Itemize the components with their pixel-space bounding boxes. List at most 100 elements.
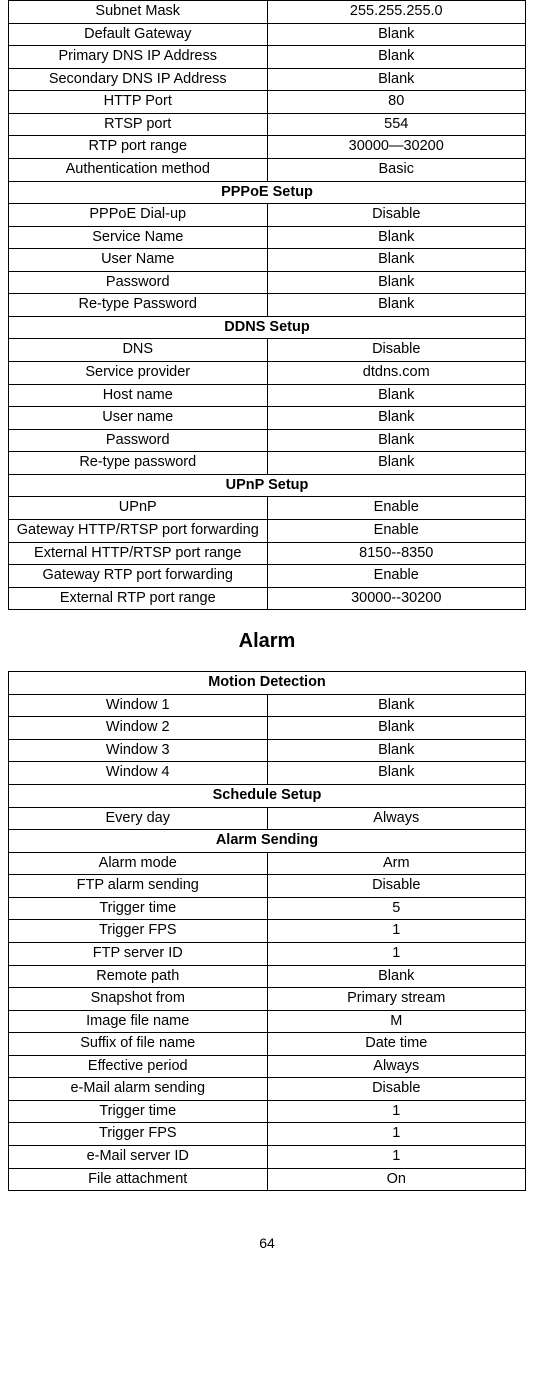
setting-label: PPPoE Dial-up bbox=[9, 204, 268, 227]
setting-value: Enable bbox=[267, 497, 526, 520]
table-row: User nameBlank bbox=[9, 407, 526, 430]
setting-value: Disable bbox=[267, 875, 526, 898]
setting-label: DNS bbox=[9, 339, 268, 362]
setting-label: Re-type Password bbox=[9, 294, 268, 317]
table-row: Remote pathBlank bbox=[9, 965, 526, 988]
table-row: PasswordBlank bbox=[9, 271, 526, 294]
setting-value: Blank bbox=[267, 452, 526, 475]
setting-label: Host name bbox=[9, 384, 268, 407]
table-row: HTTP Port80 bbox=[9, 91, 526, 114]
table-row: External HTTP/RTSP port range8150--8350 bbox=[9, 542, 526, 565]
setting-value: Disable bbox=[267, 1078, 526, 1101]
setting-label: FTP alarm sending bbox=[9, 875, 268, 898]
page-number: 64 bbox=[8, 1235, 526, 1251]
setting-value: Blank bbox=[267, 965, 526, 988]
setting-value: Blank bbox=[267, 384, 526, 407]
setting-value: Basic bbox=[267, 158, 526, 181]
setting-label: e-Mail server ID bbox=[9, 1146, 268, 1169]
table-row: RTP port range30000—30200 bbox=[9, 136, 526, 159]
sending-header: Alarm Sending bbox=[9, 830, 526, 853]
setting-label: Default Gateway bbox=[9, 23, 268, 46]
setting-label: File attachment bbox=[9, 1168, 268, 1191]
setting-value: Blank bbox=[267, 226, 526, 249]
setting-value: Blank bbox=[267, 739, 526, 762]
table-row: Snapshot fromPrimary stream bbox=[9, 988, 526, 1011]
setting-label: Window 2 bbox=[9, 717, 268, 740]
setting-value: 1 bbox=[267, 1123, 526, 1146]
setting-label: Subnet Mask bbox=[9, 1, 268, 24]
table-row: Image file nameM bbox=[9, 1010, 526, 1033]
table-row: Re-type PasswordBlank bbox=[9, 294, 526, 317]
motion-header: Motion Detection bbox=[9, 672, 526, 695]
table-row: Host nameBlank bbox=[9, 384, 526, 407]
table-row: External RTP port range30000--30200 bbox=[9, 587, 526, 610]
network-settings-table: Subnet Mask255.255.255.0Default GatewayB… bbox=[8, 0, 526, 610]
basic-rows: Subnet Mask255.255.255.0Default GatewayB… bbox=[9, 1, 526, 182]
setting-value: dtdns.com bbox=[267, 362, 526, 385]
pppoe-rows: PPPoE Dial-upDisableService NameBlankUse… bbox=[9, 204, 526, 317]
table-row: e-Mail alarm sendingDisable bbox=[9, 1078, 526, 1101]
motion-rows: Window 1BlankWindow 2BlankWindow 3BlankW… bbox=[9, 694, 526, 784]
setting-label: Suffix of file name bbox=[9, 1033, 268, 1056]
setting-label: External HTTP/RTSP port range bbox=[9, 542, 268, 565]
setting-label: Window 1 bbox=[9, 694, 268, 717]
setting-value: 1 bbox=[267, 1146, 526, 1169]
setting-label: Window 4 bbox=[9, 762, 268, 785]
setting-value: 554 bbox=[267, 113, 526, 136]
setting-label: Gateway HTTP/RTSP port forwarding bbox=[9, 519, 268, 542]
table-row: Gateway HTTP/RTSP port forwardingEnable bbox=[9, 519, 526, 542]
setting-label: Effective period bbox=[9, 1055, 268, 1078]
setting-label: Every day bbox=[9, 807, 268, 830]
setting-value: 5 bbox=[267, 897, 526, 920]
setting-label: RTP port range bbox=[9, 136, 268, 159]
table-row: Primary DNS IP AddressBlank bbox=[9, 46, 526, 69]
ddns-rows: DNSDisableService providerdtdns.comHost … bbox=[9, 339, 526, 474]
table-row: Default GatewayBlank bbox=[9, 23, 526, 46]
table-row: Suffix of file nameDate time bbox=[9, 1033, 526, 1056]
schedule-header: Schedule Setup bbox=[9, 785, 526, 808]
table-row: Service providerdtdns.com bbox=[9, 362, 526, 385]
table-row: Window 4Blank bbox=[9, 762, 526, 785]
setting-value: Disable bbox=[267, 339, 526, 362]
setting-value: Blank bbox=[267, 68, 526, 91]
setting-value: Blank bbox=[267, 271, 526, 294]
setting-value: Blank bbox=[267, 294, 526, 317]
setting-label: RTSP port bbox=[9, 113, 268, 136]
table-row: DNSDisable bbox=[9, 339, 526, 362]
setting-value: Blank bbox=[267, 249, 526, 272]
setting-value: Blank bbox=[267, 46, 526, 69]
setting-label: Secondary DNS IP Address bbox=[9, 68, 268, 91]
table-row: File attachmentOn bbox=[9, 1168, 526, 1191]
table-row: Effective periodAlways bbox=[9, 1055, 526, 1078]
setting-label: External RTP port range bbox=[9, 587, 268, 610]
table-row: Trigger time5 bbox=[9, 897, 526, 920]
setting-value: 30000—30200 bbox=[267, 136, 526, 159]
setting-label: Trigger time bbox=[9, 1100, 268, 1123]
setting-value: 80 bbox=[267, 91, 526, 114]
table-row: Authentication methodBasic bbox=[9, 158, 526, 181]
table-row: Window 2Blank bbox=[9, 717, 526, 740]
setting-value: 255.255.255.0 bbox=[267, 1, 526, 24]
setting-label: Remote path bbox=[9, 965, 268, 988]
setting-value: M bbox=[267, 1010, 526, 1033]
setting-label: Trigger FPS bbox=[9, 1123, 268, 1146]
ddns-header: DDNS Setup bbox=[9, 316, 526, 339]
setting-value: Blank bbox=[267, 717, 526, 740]
setting-value: 1 bbox=[267, 1100, 526, 1123]
setting-value: 30000--30200 bbox=[267, 587, 526, 610]
setting-label: Primary DNS IP Address bbox=[9, 46, 268, 69]
sending-rows: Alarm modeArmFTP alarm sendingDisableTri… bbox=[9, 852, 526, 1190]
setting-label: Snapshot from bbox=[9, 988, 268, 1011]
setting-value: Blank bbox=[267, 762, 526, 785]
table-row: Gateway RTP port forwardingEnable bbox=[9, 565, 526, 588]
setting-label: Window 3 bbox=[9, 739, 268, 762]
table-row: Service NameBlank bbox=[9, 226, 526, 249]
table-row: Subnet Mask255.255.255.0 bbox=[9, 1, 526, 24]
upnp-rows: UPnPEnableGateway HTTP/RTSP port forward… bbox=[9, 497, 526, 610]
setting-label: Image file name bbox=[9, 1010, 268, 1033]
setting-value: Enable bbox=[267, 565, 526, 588]
table-row: Trigger FPS1 bbox=[9, 1123, 526, 1146]
setting-label: Trigger FPS bbox=[9, 920, 268, 943]
setting-label: Service provider bbox=[9, 362, 268, 385]
setting-label: FTP server ID bbox=[9, 942, 268, 965]
